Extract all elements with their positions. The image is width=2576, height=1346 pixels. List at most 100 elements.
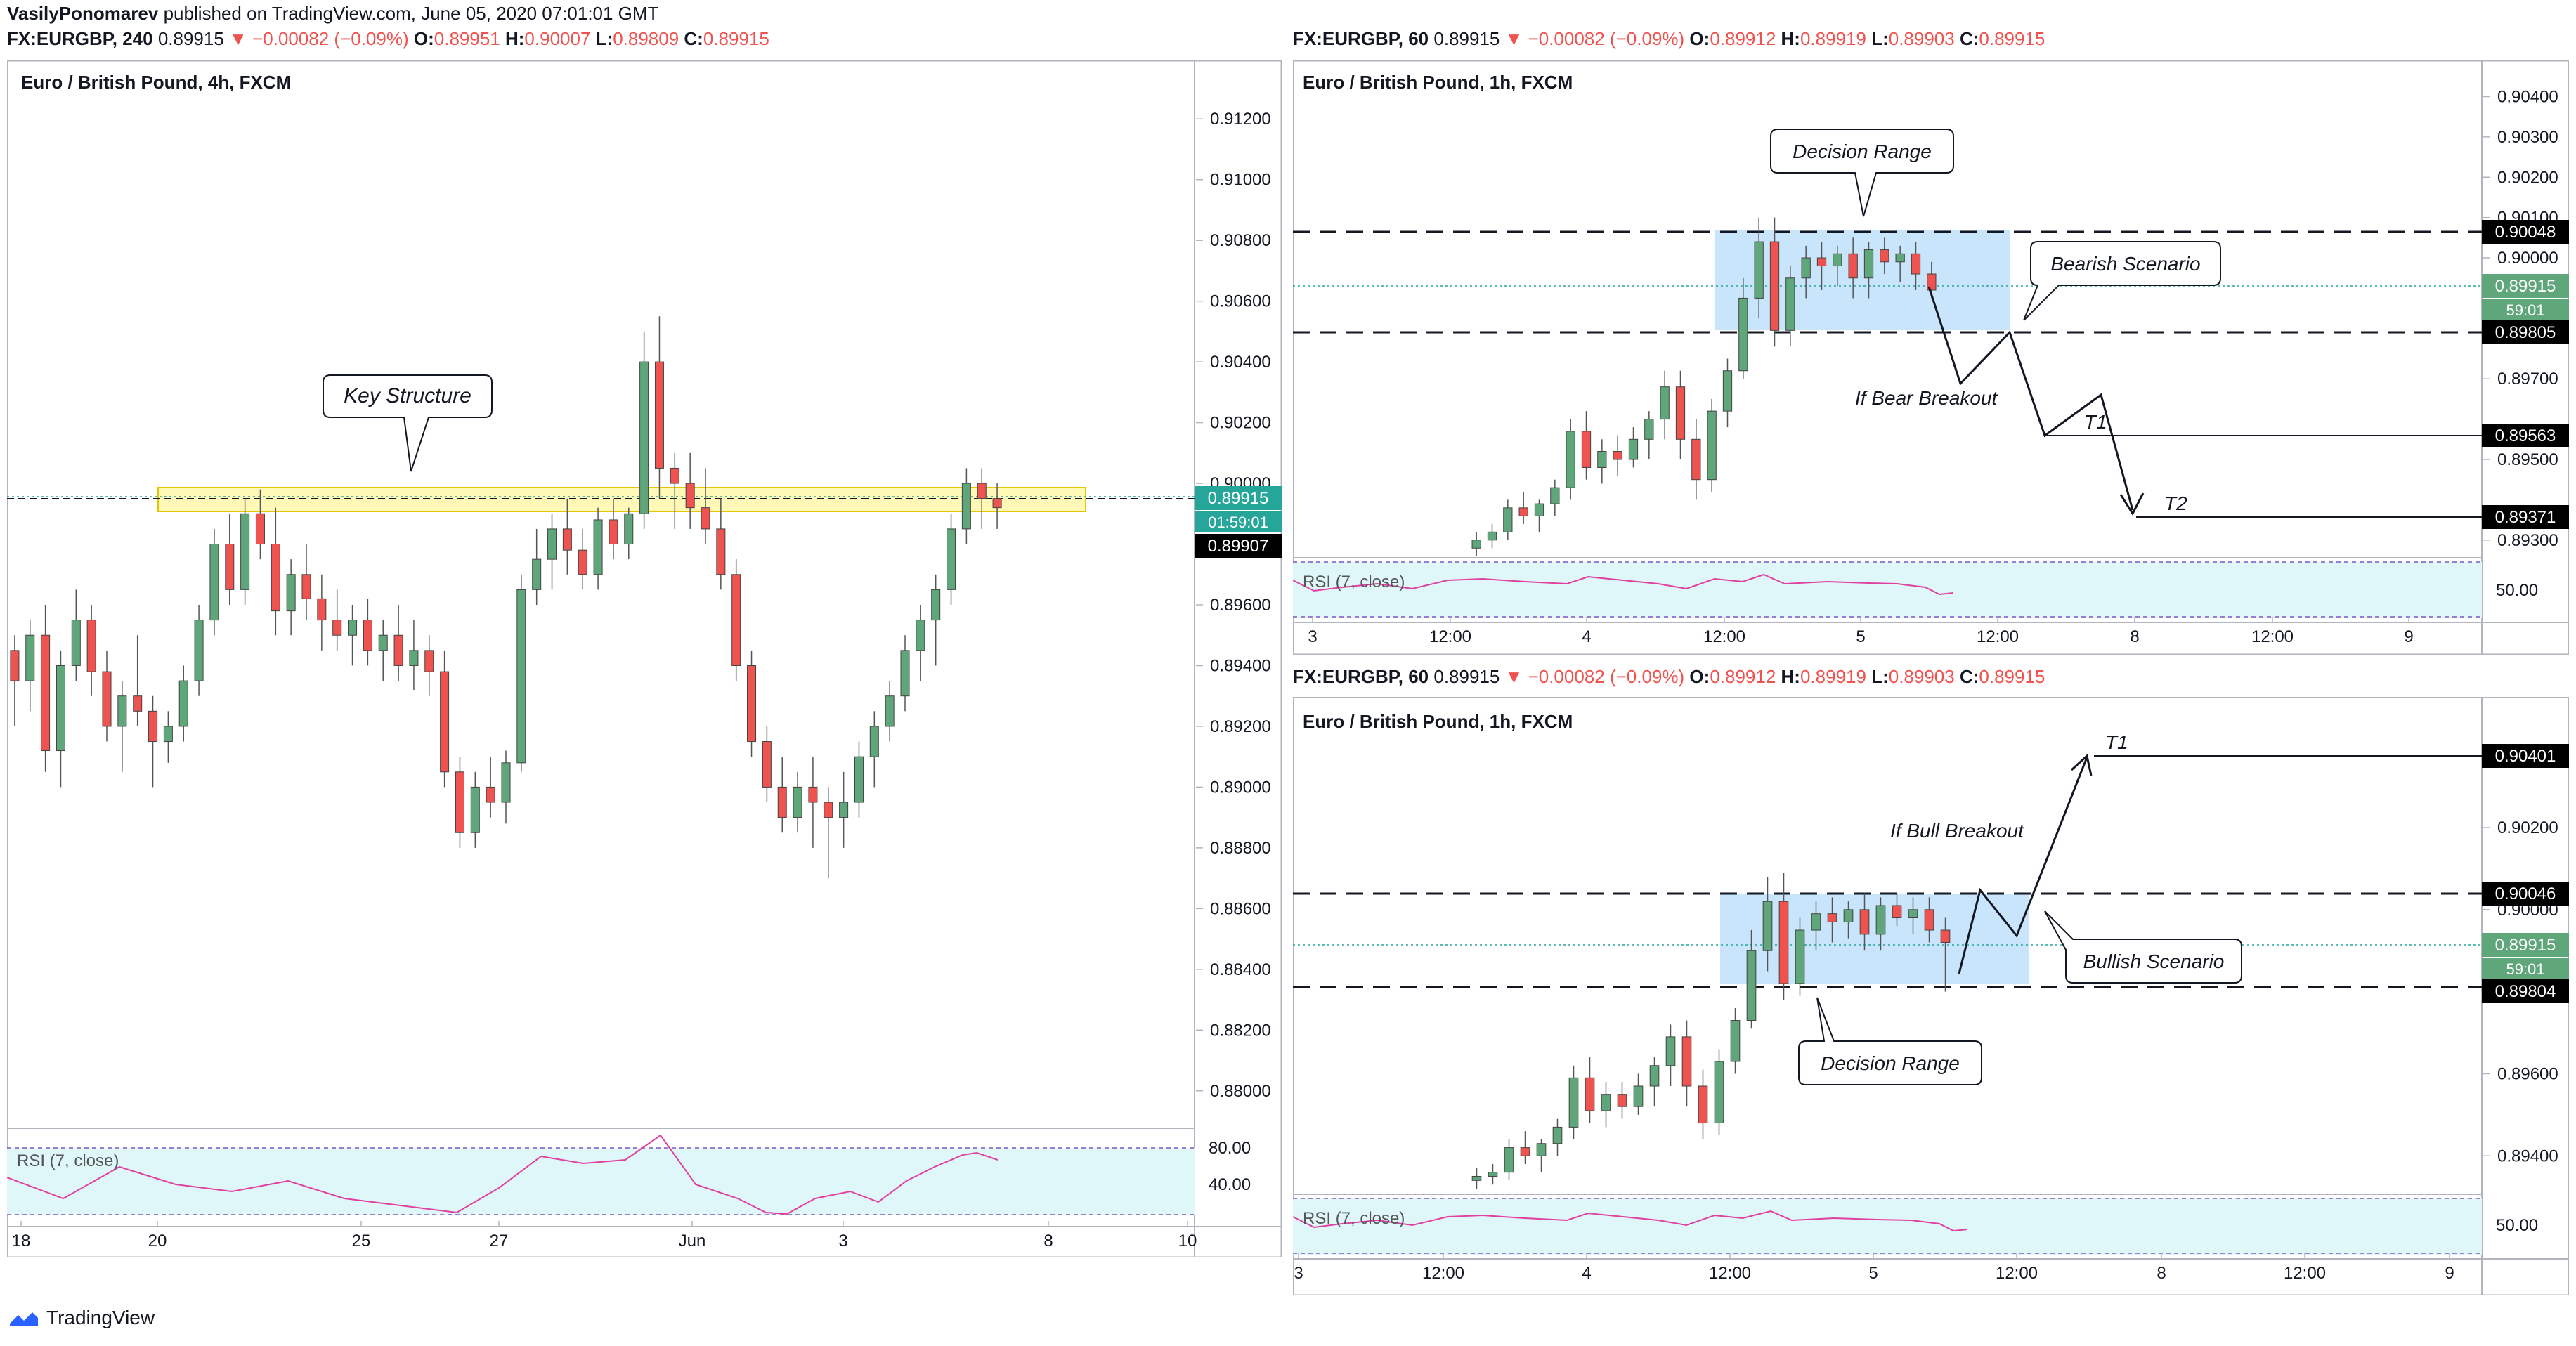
left-candle-body: [486, 786, 495, 803]
br-change: −0.00082 (−0.09%): [1528, 666, 1685, 687]
br-t1-label: T1: [2105, 731, 2128, 753]
publish-header: VasilyPonomarev published on TradingView…: [7, 3, 658, 25]
down-arrow-icon: ▼: [1504, 666, 1523, 687]
left-tick-label: 0.90200: [1210, 414, 1271, 433]
left-tick-label: 0.88600: [1210, 899, 1271, 918]
bottom-right-chart[interactable]: Euro / British Pound, 1h, FXCM 0.902000.…: [1293, 697, 2569, 1295]
tr-candle: [1833, 245, 1842, 287]
left-candle: [670, 452, 679, 529]
left-candle: [701, 468, 710, 544]
tr-tick-label: 0.90200: [2497, 168, 2558, 187]
tr-bear-path[interactable]: [1927, 286, 2134, 511]
tr-candle: [1722, 358, 1733, 428]
tr-tag-1-text: 0.89915: [2495, 277, 2556, 296]
left-candle: [685, 452, 695, 529]
tr-time-axis[interactable]: 3 12:00 4 12:00 5 12:00 8 12:00 9: [1308, 617, 2414, 646]
tr-bearish-bubble: [2023, 241, 2221, 321]
left-candle-body: [900, 650, 910, 697]
tr-decision-range-box[interactable]: [1715, 230, 2010, 330]
tr-bearish-callout[interactable]: Bearish Scenario: [2023, 241, 2221, 321]
tr-candle-body: [1675, 386, 1686, 440]
tr-candle: [1660, 370, 1670, 440]
left-candle: [240, 498, 250, 605]
br-candle: [1875, 897, 1886, 951]
top-right-chart[interactable]: Euro / British Pound, 1h, FXCM 0.90400 0.…: [1293, 60, 2569, 655]
tr-t2-label: T2: [2164, 492, 2187, 514]
tr-arrow-icon: [2119, 492, 2145, 516]
left-tick-label: 0.88200: [1210, 1021, 1271, 1040]
tr-decision-callout[interactable]: Decision Range: [1770, 129, 1954, 217]
tr-candle: [1487, 523, 1497, 549]
tr-candle-body: [1707, 410, 1717, 481]
left-candle-body: [455, 771, 464, 833]
left-candle: [317, 574, 327, 651]
left-xtick-label: 18: [12, 1231, 31, 1250]
left-candle: [378, 620, 388, 681]
br-candle: [1471, 1168, 1482, 1189]
tr-xtick-label: 4: [1582, 627, 1591, 646]
left-candle: [486, 757, 495, 818]
br-time-axis[interactable]: 3 12:00 4 12:00 5 12:00 8 12:00 9: [1294, 1253, 2454, 1283]
left-symbol[interactable]: FX:EURGBP, 240: [7, 28, 153, 49]
left-candle: [992, 483, 1002, 529]
tr-xtick-label: 12:00: [2251, 627, 2294, 646]
left-candle: [271, 507, 280, 636]
br-symbol[interactable]: FX:EURGBP, 60: [1293, 666, 1429, 687]
left-candle: [25, 620, 35, 712]
left-candle-body: [793, 786, 802, 818]
left-candle-body: [25, 634, 35, 681]
tr-candle: [1691, 419, 1701, 500]
left-candle-body: [609, 519, 618, 545]
left-candle: [41, 605, 51, 772]
callout-bubble: [323, 374, 493, 472]
tr-price-axis[interactable]: 0.904000.903000.902000.901000.900000.897…: [2483, 87, 2558, 550]
tr-c-label: C:: [1959, 28, 1979, 49]
left-h-label: H:: [505, 28, 525, 49]
tr-l-label: L:: [1871, 28, 1889, 49]
left-candle: [931, 574, 941, 666]
br-candle: [1908, 897, 1918, 934]
tr-tick-label: 0.89700: [2497, 370, 2558, 388]
br-decision-callout[interactable]: Decision Range: [1798, 997, 1982, 1085]
left-candle: [532, 528, 542, 605]
left-candle: [747, 650, 757, 757]
left-candle: [225, 514, 235, 605]
br-candle: [1520, 1131, 1530, 1164]
br-candle-body: [1504, 1147, 1514, 1173]
left-time-axis[interactable]: 18 20 25 27 Jun 3 8 10: [12, 1221, 1197, 1250]
left-candle-body: [762, 741, 772, 788]
tr-tag-5-text: 0.89371: [2495, 508, 2556, 527]
tr-rsi-tick-50: 50.00: [2496, 581, 2538, 600]
br-candles: [1471, 873, 1951, 1189]
left-chart[interactable]: Euro / British Pound, 4h, FXCM 0.91200 0.…: [7, 60, 1282, 1257]
tr-candle-body: [1927, 273, 1937, 291]
left-candle: [654, 316, 664, 499]
br-c-label: C:: [1959, 666, 1979, 687]
tr-candle: [1628, 427, 1639, 468]
left-candle-body: [624, 513, 634, 545]
br-bullish-label: Bullish Scenario: [2083, 950, 2225, 972]
br-candle-body: [1762, 901, 1773, 951]
tr-symbol[interactable]: FX:EURGBP, 60: [1293, 28, 1429, 49]
br-xtick-label: 5: [1868, 1264, 1878, 1283]
left-candle-body: [824, 802, 833, 818]
br-candle-body: [1859, 909, 1870, 935]
br-candle: [1843, 901, 1854, 939]
br-candle-body: [1730, 1020, 1741, 1062]
br-candle: [1859, 893, 1870, 951]
left-candle-body: [716, 528, 726, 575]
footer-brand[interactable]: TradingView: [46, 1307, 155, 1328]
footer: TradingView: [8, 1307, 155, 1329]
author-name[interactable]: VasilyPonomarev: [7, 3, 159, 24]
left-rsi-tick-80: 80.00: [1209, 1139, 1251, 1158]
left-xtick-label: 3: [838, 1231, 847, 1250]
left-candle: [71, 589, 81, 681]
br-xtick-label: 12:00: [1709, 1264, 1751, 1283]
br-bullish-callout[interactable]: Bullish Scenario: [2044, 910, 2242, 984]
tr-candle: [1738, 277, 1748, 379]
br-tag-4-text: 0.89804: [2495, 982, 2556, 1001]
tr-candle-body: [1738, 297, 1748, 372]
key-structure-callout[interactable]: Key Structure: [323, 374, 493, 472]
left-rsi-tick-40: 40.00: [1209, 1175, 1251, 1194]
br-bull-path[interactable]: [1958, 757, 2088, 974]
